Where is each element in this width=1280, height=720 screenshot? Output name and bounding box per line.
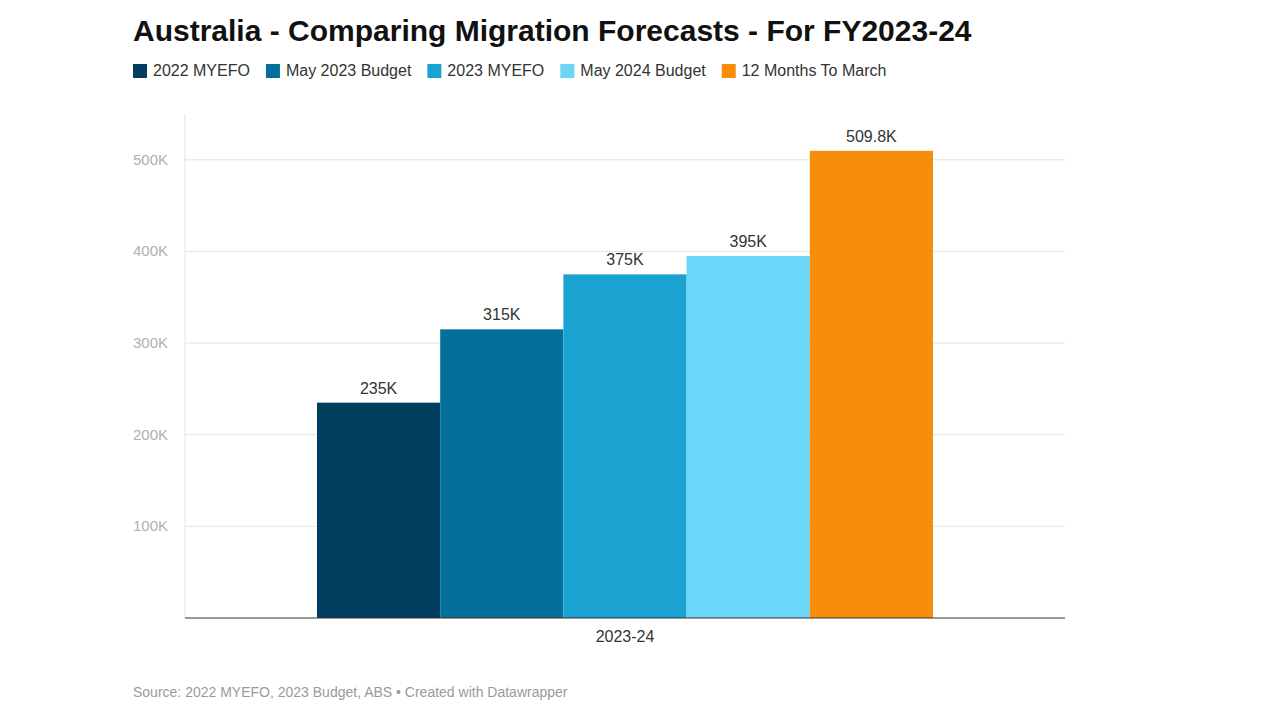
data-label: 395K <box>730 233 768 250</box>
data-label: 509.8K <box>846 128 897 145</box>
data-label: 315K <box>483 306 521 323</box>
data-labels: 235K 315K 375K 395K 509.8K <box>360 128 897 397</box>
bar <box>810 151 933 618</box>
bar <box>317 403 440 618</box>
legend-label: 2022 MYEFO <box>153 62 250 79</box>
legend-label: May 2023 Budget <box>286 62 412 79</box>
y-tick-label: 500K <box>133 151 168 168</box>
legend-swatch <box>133 64 147 78</box>
title: Australia - Comparing Migration Forecast… <box>133 14 972 47</box>
bar <box>687 256 810 618</box>
bars <box>317 151 933 618</box>
y-tick-label: 100K <box>133 517 168 534</box>
bar <box>440 329 563 618</box>
x-tick-label: 2023-24 <box>596 628 655 645</box>
data-label: 235K <box>360 380 398 397</box>
legend-swatch <box>560 64 574 78</box>
source: Source: 2022 MYEFO, 2023 Budget, ABS • C… <box>133 684 568 700</box>
y-tick-label: 400K <box>133 242 168 259</box>
bar <box>563 274 686 618</box>
legend-label: 2023 MYEFO <box>447 62 544 79</box>
chart: Australia - Comparing Migration Forecast… <box>0 0 1280 720</box>
y-tick-label: 300K <box>133 334 168 351</box>
y-axis-line <box>185 114 186 618</box>
y-tick-label: 200K <box>133 426 168 443</box>
legend-label: May 2024 Budget <box>580 62 706 79</box>
legend-swatch <box>427 64 441 78</box>
legend-swatch <box>722 64 736 78</box>
data-label: 375K <box>606 251 644 268</box>
legend-swatch <box>266 64 280 78</box>
x-axis-line <box>185 617 1065 618</box>
legend-label: 12 Months To March <box>742 62 887 79</box>
legend: 2022 MYEFO May 2023 Budget 2023 MYEFO May 2… <box>133 62 886 79</box>
